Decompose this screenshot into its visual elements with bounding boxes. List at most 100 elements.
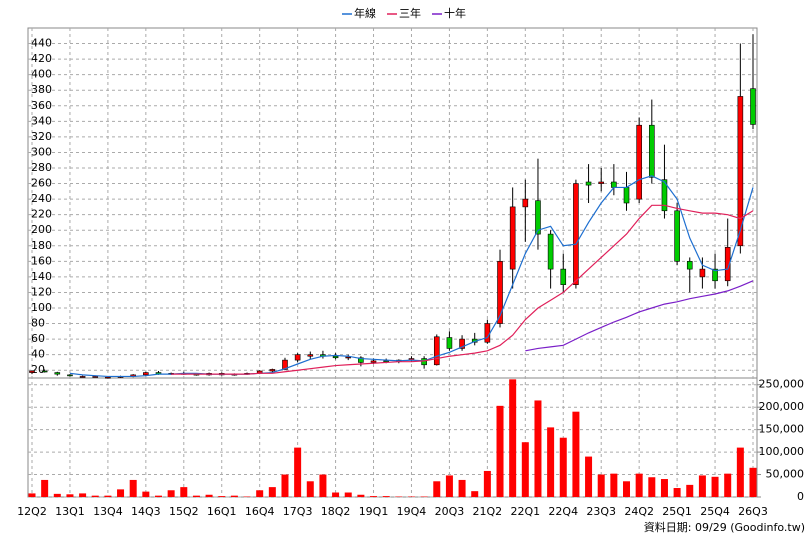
y-tick-label: 380 xyxy=(31,83,52,96)
y-tick-label: 20 xyxy=(31,363,45,376)
x-tick-label: 13Q4 xyxy=(93,505,123,518)
y-tick-label: 220 xyxy=(31,208,52,221)
volume-bar xyxy=(142,491,150,497)
candle-body xyxy=(724,247,731,282)
candle-body xyxy=(547,233,554,270)
legend-label: 十年 xyxy=(444,6,466,20)
y2-tick-label: 100,000 xyxy=(759,445,805,458)
y-tick-label: 400 xyxy=(31,68,52,81)
y-tick-label: 100 xyxy=(31,301,52,314)
y-tick-label: 180 xyxy=(31,239,52,252)
x-tick-label: 16Q1 xyxy=(207,505,237,518)
volume-bar xyxy=(635,473,643,497)
candle-body xyxy=(522,198,529,208)
y-tick-label: 320 xyxy=(31,130,52,143)
volume-bar xyxy=(281,474,289,497)
volume-bar xyxy=(28,493,36,497)
y-tick-label: 440 xyxy=(31,37,52,50)
volume-bar xyxy=(104,495,112,497)
candle-body xyxy=(92,376,99,378)
volume-bar xyxy=(483,470,491,497)
candle-body xyxy=(750,88,756,125)
candle-body xyxy=(67,374,73,377)
x-tick-label: 24Q2 xyxy=(624,505,654,518)
volume-bar xyxy=(660,479,668,497)
y-tick-label: 140 xyxy=(31,270,52,283)
volume-bar xyxy=(319,474,327,497)
x-tick-label: 25Q1 xyxy=(662,505,692,518)
y-tick-label: 280 xyxy=(31,161,52,174)
volume-bar xyxy=(154,495,162,497)
x-tick-label: 25Q4 xyxy=(700,505,730,518)
y-tick-label: 260 xyxy=(31,177,52,190)
legend-label: 年線 xyxy=(354,6,376,20)
y-tick-label: 360 xyxy=(31,99,52,112)
candle-body xyxy=(598,181,605,184)
volume-bar xyxy=(534,400,542,497)
candle-body xyxy=(370,360,377,363)
x-tick-label: 26Q3 xyxy=(738,505,768,518)
source-note: 資料日期: 09/29 (Goodinfo.tw) xyxy=(644,520,805,534)
volume-bar xyxy=(91,495,99,497)
candle-body xyxy=(497,261,503,324)
volume-bar xyxy=(724,473,732,497)
ma-line xyxy=(525,280,754,352)
volume-bar xyxy=(218,496,226,497)
volume-bar xyxy=(433,481,441,497)
volume-bar xyxy=(572,411,580,497)
candle-body xyxy=(623,187,630,204)
volume-bar xyxy=(256,490,264,497)
volume-bar xyxy=(167,490,175,497)
x-tick-label: 20Q3 xyxy=(435,505,465,518)
y-tick-label: 160 xyxy=(31,254,52,267)
volume-bar xyxy=(205,494,213,497)
volume-bar xyxy=(344,492,352,497)
x-tick-label: 16Q4 xyxy=(245,505,275,518)
volume-bar xyxy=(547,427,555,497)
x-tick-label: 19Q4 xyxy=(397,505,427,518)
candle-body xyxy=(459,338,465,349)
volume-bar xyxy=(749,467,757,497)
volume-bar xyxy=(382,496,390,497)
volume-bar xyxy=(736,447,744,497)
volume-bar xyxy=(559,437,567,497)
y-tick-label: 340 xyxy=(31,114,52,127)
y-tick-label: 40 xyxy=(31,348,45,361)
volume-bar xyxy=(79,493,87,497)
candle-body xyxy=(332,355,339,359)
x-tick-label: 17Q3 xyxy=(283,505,313,518)
y-tick-label: 60 xyxy=(31,332,45,345)
candle-body xyxy=(282,359,288,370)
volume-bar xyxy=(648,477,656,497)
y2-tick-label: 50,000 xyxy=(766,468,805,481)
candle-body xyxy=(699,268,706,278)
x-tick-label: 22Q4 xyxy=(548,505,578,518)
x-tick-label: 15Q2 xyxy=(169,505,199,518)
candle-body xyxy=(41,370,48,373)
volume-bar xyxy=(445,475,453,497)
volume-bar xyxy=(521,442,529,497)
volume-bar xyxy=(698,475,706,497)
candle-body xyxy=(661,179,668,212)
candle-body xyxy=(143,372,149,376)
candle-body xyxy=(712,268,718,282)
candle-body xyxy=(294,354,301,361)
y-tick-label: 80 xyxy=(31,317,45,330)
y2-tick-label: 250,000 xyxy=(759,378,805,391)
candle-body xyxy=(573,183,579,285)
candle-body xyxy=(446,337,453,349)
candle-body xyxy=(433,336,440,366)
ma-line xyxy=(171,204,754,375)
candle-body xyxy=(509,206,516,270)
candle-body xyxy=(484,323,491,343)
y2-tick-label: 150,000 xyxy=(759,423,805,436)
x-tick-label: 14Q3 xyxy=(131,505,161,518)
y2-tick-label: 200,000 xyxy=(759,400,805,413)
y-tick-label: 200 xyxy=(31,223,52,236)
volume-bar xyxy=(673,488,681,497)
volume-bar xyxy=(471,491,479,497)
volume-bar xyxy=(332,492,340,497)
candle-body xyxy=(307,354,314,357)
volume-bar xyxy=(268,487,276,497)
